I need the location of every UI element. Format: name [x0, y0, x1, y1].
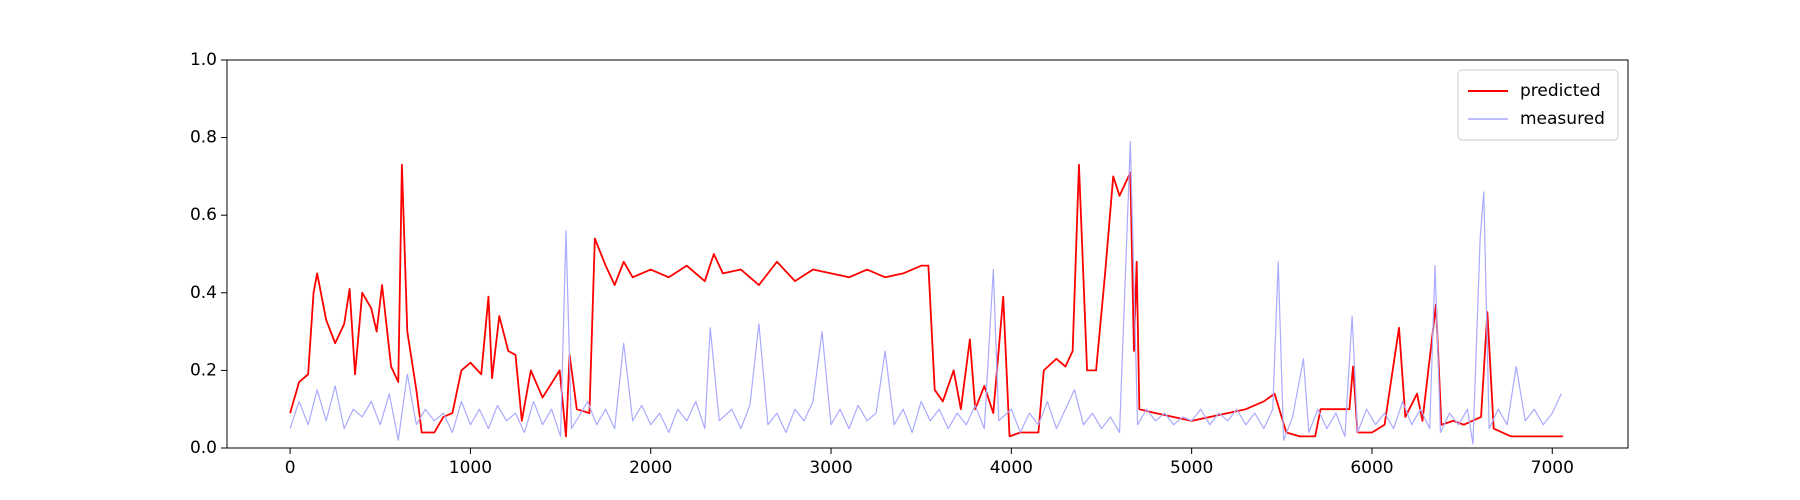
x-tick-label: 2000	[629, 458, 672, 478]
y-tick-label: 1.0	[190, 50, 217, 70]
y-tick-label: 0.0	[190, 438, 217, 458]
y-tick-label: 0.4	[190, 283, 217, 303]
legend-label: measured	[1520, 109, 1605, 129]
x-tick-label: 7000	[1531, 458, 1574, 478]
x-tick-label: 3000	[809, 458, 852, 478]
series-line	[289, 140, 1562, 445]
x-tick-label: 5000	[1170, 458, 1213, 478]
x-tick-label: 4000	[990, 458, 1033, 478]
x-tick-label: 6000	[1350, 458, 1393, 478]
plot-frame	[226, 59, 1629, 449]
legend-box	[1457, 69, 1619, 141]
legend: predicted measured	[1457, 69, 1619, 141]
y-tick-label: 0.8	[190, 128, 217, 148]
x-tick-label: 0	[285, 458, 296, 478]
x-tick-label: 1000	[449, 458, 492, 478]
y-tick-label: 0.6	[190, 205, 217, 225]
series-line	[289, 163, 1564, 438]
y-tick-label: 0.2	[190, 360, 217, 380]
legend-label: predicted	[1520, 81, 1601, 101]
